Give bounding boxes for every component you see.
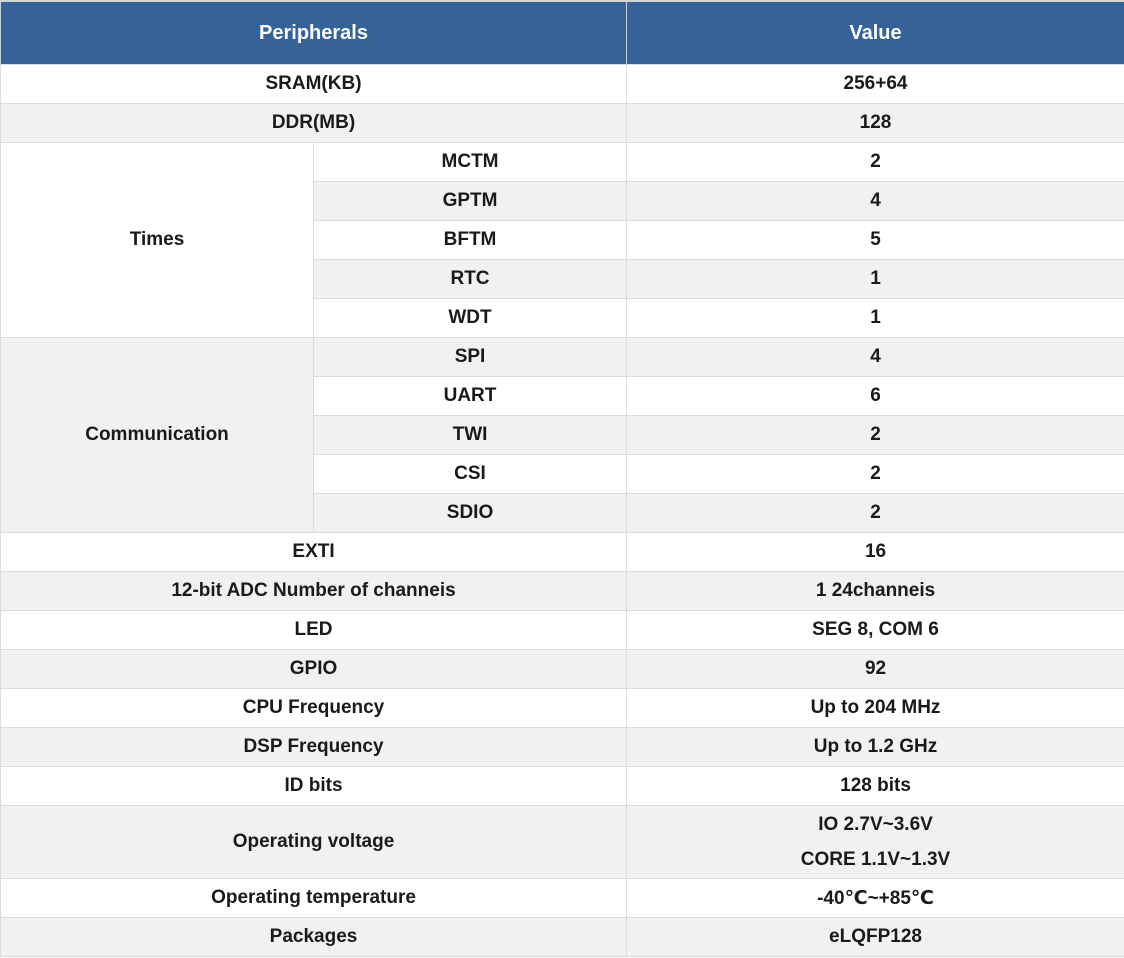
- group-item-label-cell: SPI: [312, 337, 628, 377]
- group-item-value-cell: 1: [626, 298, 1124, 338]
- table-body: SRAM(KB) 256+64 DDR(MB) 128 Times MCTM 2 GPTM 4 B…: [0, 64, 1124, 957]
- row-value-cell: 128: [626, 103, 1124, 143]
- table-row: ID bits 128 bits: [0, 766, 1124, 806]
- table-row: Operating voltage IO 2.7V~3.6V CORE 1.1V~1…: [0, 805, 1124, 879]
- group-item-label-cell: BFTM: [312, 220, 628, 260]
- table-row: GPIO 92: [0, 649, 1124, 689]
- row-label-cell: CPU Frequency: [0, 688, 628, 728]
- group-item-value-cell: 4: [626, 337, 1124, 377]
- table-header: Peripherals Value: [0, 0, 1124, 65]
- table-row: SRAM(KB) 256+64: [0, 64, 1124, 104]
- group-label-cell: Times: [0, 142, 314, 338]
- group-item-label-cell: UART: [312, 376, 628, 416]
- header-cell-value: Value: [626, 0, 1124, 65]
- table-row: DDR(MB) 128: [0, 103, 1124, 143]
- row-label-cell: Packages: [0, 917, 628, 957]
- row-label-cell: Operating voltage: [0, 805, 628, 879]
- row-label-cell: DSP Frequency: [0, 727, 628, 767]
- table-row: DSP Frequency Up to 1.2 GHz: [0, 727, 1124, 767]
- group-item-label-cell: RTC: [312, 259, 628, 299]
- table-row: 12-bit ADC Number of channeis 1 24channei…: [0, 571, 1124, 611]
- row-value-cell: Up to 1.2 GHz: [626, 727, 1124, 767]
- table-row: LED SEG 8, COM 6: [0, 610, 1124, 650]
- row-value-cell: Up to 204 MHz: [626, 688, 1124, 728]
- group-item-label-cell: SDIO: [312, 493, 628, 533]
- row-label-cell: Operating temperature: [0, 878, 628, 918]
- row-label-cell: GPIO: [0, 649, 628, 689]
- row-value-cell: 1 24channeis: [626, 571, 1124, 611]
- group-item-value-cell: 2: [626, 493, 1124, 533]
- group-item-value-cell: 2: [626, 454, 1124, 494]
- group-item-label-cell: WDT: [312, 298, 628, 338]
- group-item-label-cell: GPTM: [312, 181, 628, 221]
- header-cell-peripherals: Peripherals: [0, 0, 628, 65]
- group-item-value-cell: 4: [626, 181, 1124, 221]
- row-label-cell: EXTI: [0, 532, 628, 572]
- row-value-cell: 128 bits: [626, 766, 1124, 806]
- table-row: Times MCTM 2: [0, 142, 1124, 338]
- group-item-label-cell: CSI: [312, 454, 628, 494]
- header-row: Peripherals Value: [0, 0, 1124, 65]
- table-row: CPU Frequency Up to 204 MHz: [0, 688, 1124, 728]
- group-item-value-cell: 5: [626, 220, 1124, 260]
- table-row: Communication SPI 4: [0, 337, 1124, 533]
- table-row: Operating temperature -40℃~+85℃: [0, 878, 1124, 918]
- row-label-cell: ID bits: [0, 766, 628, 806]
- row-value-cell: SEG 8, COM 6: [626, 610, 1124, 650]
- row-label-cell: 12-bit ADC Number of channeis: [0, 571, 628, 611]
- group-item-label-cell: TWI: [312, 415, 628, 455]
- row-value-cell: -40℃~+85℃: [626, 878, 1124, 918]
- row-value-cell: 16: [626, 532, 1124, 572]
- row-value-line: CORE 1.1V~1.3V: [800, 849, 951, 870]
- group-item-value-cell: 2: [626, 415, 1124, 455]
- row-value-cell: IO 2.7V~3.6V CORE 1.1V~1.3V: [626, 805, 1124, 879]
- group-item-value-cell: 6: [626, 376, 1124, 416]
- row-value-cell: eLQFP128: [626, 917, 1124, 957]
- table-row: EXTI 16: [0, 532, 1124, 572]
- row-value-line: IO 2.7V~3.6V: [818, 814, 933, 835]
- row-value-cell: 92: [626, 649, 1124, 689]
- row-label-cell: LED: [0, 610, 628, 650]
- table-row: GPTM 4: [0, 181, 1124, 221]
- group-item-label-cell: MCTM: [312, 142, 628, 182]
- table-row: Packages eLQFP128: [0, 917, 1124, 957]
- group-item-value-cell: 1: [626, 259, 1124, 299]
- row-value-cell: 256+64: [626, 64, 1124, 104]
- group-item-value-cell: 2: [626, 142, 1124, 182]
- group-label-cell: Communication: [0, 337, 314, 533]
- row-label-cell: SRAM(KB): [0, 64, 628, 104]
- row-label-cell: DDR(MB): [0, 103, 628, 143]
